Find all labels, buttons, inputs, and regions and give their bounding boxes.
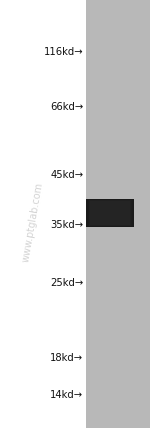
Bar bbox=[86, 0, 150, 428]
Bar bbox=[89, 200, 131, 226]
Bar bbox=[90, 201, 130, 226]
Text: 116kd→: 116kd→ bbox=[44, 47, 83, 57]
Text: 35kd→: 35kd→ bbox=[50, 220, 83, 230]
Bar bbox=[89, 200, 132, 226]
Text: 25kd→: 25kd→ bbox=[50, 278, 83, 288]
Text: 18kd→: 18kd→ bbox=[50, 353, 83, 363]
Text: www.ptglab.com: www.ptglab.com bbox=[21, 182, 45, 263]
Bar bbox=[88, 199, 133, 226]
Bar bbox=[86, 199, 134, 227]
Text: 66kd→: 66kd→ bbox=[50, 102, 83, 112]
Text: 45kd→: 45kd→ bbox=[50, 170, 83, 180]
Text: 14kd→: 14kd→ bbox=[50, 390, 83, 400]
Bar bbox=[86, 199, 134, 227]
Bar bbox=[87, 199, 134, 227]
